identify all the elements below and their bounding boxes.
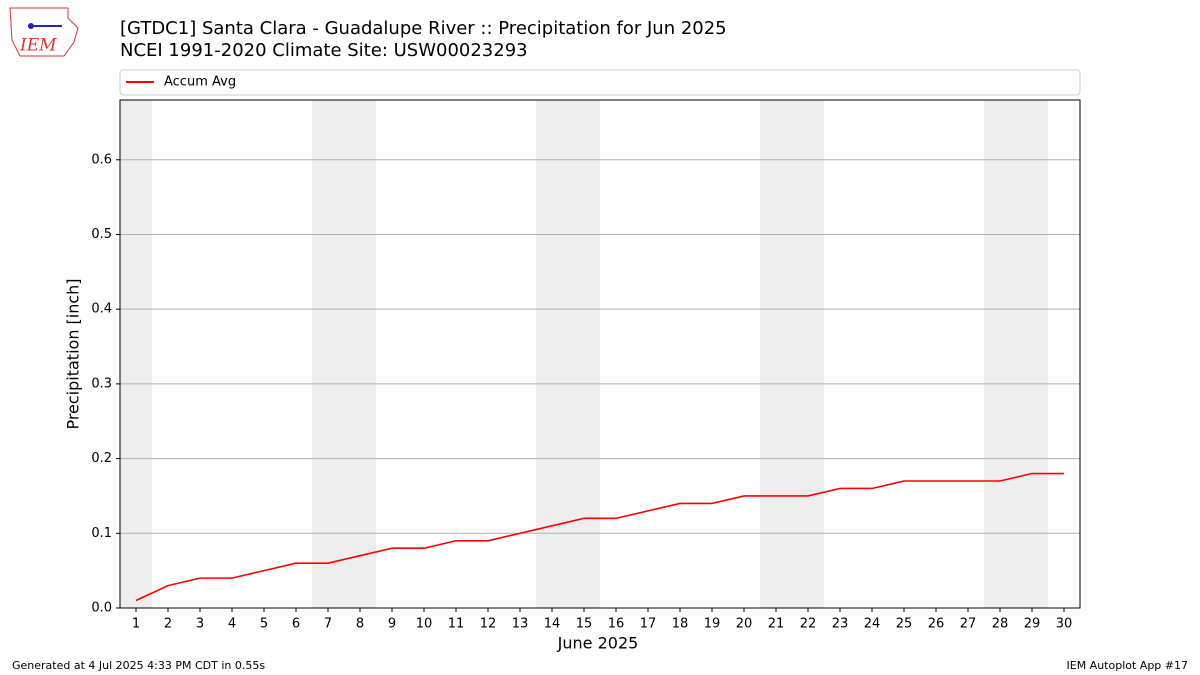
series-line	[135, 472, 1064, 602]
x-tick-label: 14	[544, 617, 561, 632]
x-tick-label: 27	[960, 617, 977, 632]
y-tick-label: 0.4	[91, 302, 112, 317]
x-tick-label: 3	[196, 617, 204, 632]
logo-text: IEM	[19, 36, 57, 56]
x-tick-label: 11	[448, 617, 465, 632]
x-tick-label: 10	[416, 617, 433, 632]
y-tick-label: 0.0	[91, 601, 112, 616]
x-tick-label: 29	[1024, 617, 1041, 632]
y-tick-label: 0.6	[91, 152, 112, 167]
y-axis-label: Precipitation [inch]	[64, 278, 83, 429]
x-tick-label: 2	[164, 617, 172, 632]
x-tick-label: 30	[1056, 617, 1073, 632]
chart-title: [GTDC1] Santa Clara - Guadalupe River ::…	[120, 18, 727, 39]
x-tick-label: 18	[672, 617, 689, 632]
x-tick-label: 26	[928, 617, 945, 632]
weekend-shading	[120, 100, 1048, 608]
y-tick-label: 0.1	[91, 526, 112, 541]
x-tick-label: 9	[388, 617, 396, 632]
logo-outline	[9, 7, 79, 57]
legend-box	[119, 69, 1081, 96]
footer-left: Generated at 4 Jul 2025 4:33 PM CDT in 0…	[12, 659, 265, 672]
footer-right: IEM Autoplot App #17	[1067, 659, 1189, 672]
legend-label: Accum Avg	[164, 75, 236, 90]
y-tick-label: 0.2	[91, 451, 112, 466]
weekend-band	[120, 100, 152, 608]
x-axis-label: June 2025	[557, 634, 639, 653]
x-tick-label: 6	[292, 617, 300, 632]
x-tick-label: 28	[992, 617, 1009, 632]
x-tick-label: 13	[512, 617, 529, 632]
x-tick-label: 1	[132, 617, 140, 632]
x-tick-label: 21	[768, 617, 785, 632]
x-tick-label: 7	[324, 617, 332, 632]
plot-frame	[119, 99, 1081, 609]
logo: IEM	[9, 7, 79, 57]
x-tick-label: 16	[608, 617, 625, 632]
y-tick-label: 0.3	[91, 376, 112, 391]
logo-mark	[28, 23, 34, 29]
x-tick-label: 25	[896, 617, 913, 632]
x-tick-label: 20	[736, 617, 753, 632]
x-tick-label: 24	[864, 617, 881, 632]
x-tick-label: 8	[356, 617, 364, 632]
chart-subtitle: NCEI 1991-2020 Climate Site: USW00023293	[120, 40, 528, 61]
x-tick-label: 17	[640, 617, 657, 632]
weekend-band	[984, 100, 1048, 608]
x-tick-label: 22	[800, 617, 817, 632]
x-tick-label: 12	[480, 617, 497, 632]
y-tick-label: 0.5	[91, 227, 112, 242]
x-tick-label: 5	[260, 617, 268, 632]
x-tick-label: 23	[832, 617, 849, 632]
x-tick-label: 19	[704, 617, 721, 632]
x-tick-label: 15	[576, 617, 593, 632]
weekend-band	[536, 100, 600, 608]
x-tick-label: 4	[228, 617, 236, 632]
weekend-band	[312, 100, 376, 608]
weekend-band	[760, 100, 824, 608]
